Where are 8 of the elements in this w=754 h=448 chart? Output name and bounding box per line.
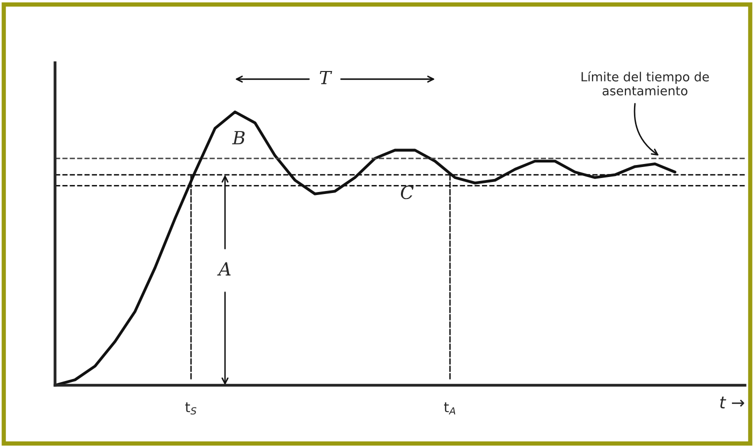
text: Límite del tiempo de asentamiento	[582, 71, 709, 96]
annotation: C	[400, 186, 414, 200]
text: T	[320, 70, 332, 84]
text: t$_{S}$	[185, 402, 196, 415]
annotation: B	[232, 131, 245, 144]
text: t$_{A}$	[444, 402, 456, 414]
x-axis-title: t →	[720, 396, 744, 408]
annotation: A	[217, 262, 231, 276]
